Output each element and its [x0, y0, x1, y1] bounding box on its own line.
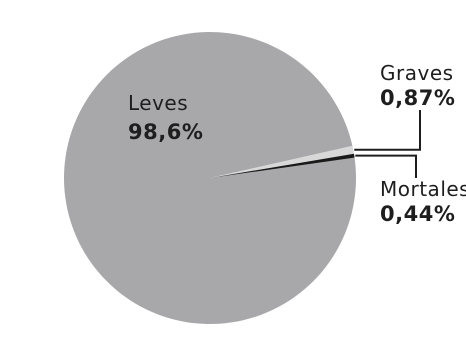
pie-slice-graves: [210, 145, 354, 178]
slice-name-leves: Leves: [128, 91, 189, 115]
slice-name-graves: Graves: [380, 61, 454, 85]
leader-line-graves: [354, 110, 421, 151]
leader-line-mortales: [355, 154, 417, 178]
pie-slice-mortales: [210, 153, 355, 178]
slice-value-leves: 98,6%: [128, 120, 204, 144]
slice-label-graves: Graves 0,87%: [380, 62, 455, 110]
slice-label-leves: Leves 98,6%: [128, 92, 203, 144]
slice-label-mortales: Mortales 0,44%: [380, 178, 466, 226]
slice-value-mortales: 0,44%: [380, 202, 456, 226]
slice-value-graves: 0,87%: [380, 86, 456, 110]
pie-slice-leves: [63, 32, 357, 325]
slice-name-mortales: Mortales: [380, 177, 466, 201]
